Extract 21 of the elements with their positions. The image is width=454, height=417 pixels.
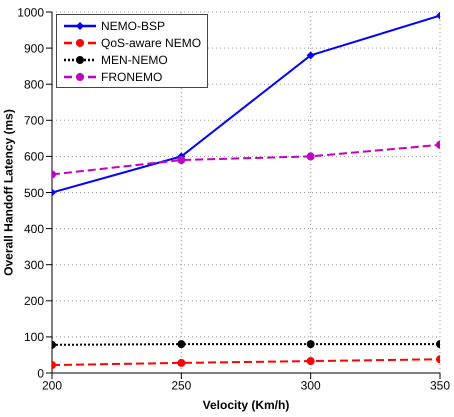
legend-label: MEN-NEMO [101, 52, 168, 66]
legend-label: QoS-aware NEMO [101, 36, 202, 50]
y-tick-label: 800 [24, 77, 44, 92]
y-tick-label: 0 [37, 366, 44, 380]
y-tick-label: 700 [24, 114, 44, 128]
y-tick-label: 500 [24, 186, 44, 200]
x-tick-label: 250 [171, 378, 192, 393]
x-tick-label: 350 [430, 378, 450, 393]
y-tick-label: 600 [24, 150, 44, 164]
y-tick-label: 400 [24, 222, 44, 236]
y-tick-label: 900 [24, 41, 44, 56]
x-tick-label: 300 [300, 378, 321, 393]
x-axis-title: Velocity (Km/h) [202, 398, 290, 412]
y-tick-label: 100 [24, 330, 44, 344]
y-tick-label: 200 [24, 294, 44, 308]
x-tick-label: 200 [42, 378, 62, 393]
legend-label: FRONEMO [101, 70, 162, 84]
y-tick-label: 1000 [17, 5, 44, 20]
y-axis-title: Overall Handoff Latency (ms) [1, 109, 16, 276]
legend-label: NEMO-BSP [101, 18, 166, 32]
y-tick-label: 300 [24, 258, 44, 272]
